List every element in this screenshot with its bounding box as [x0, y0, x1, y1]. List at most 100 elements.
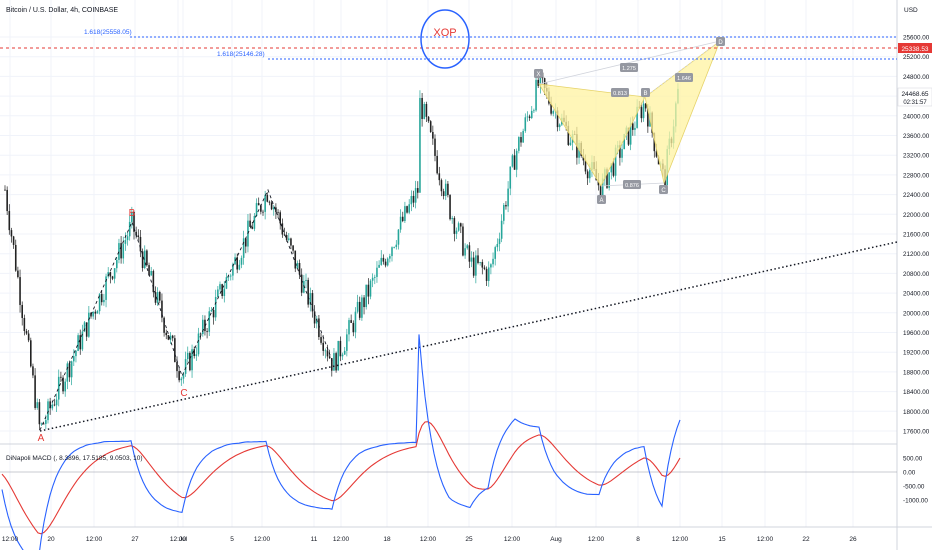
candle-body: [113, 268, 116, 279]
candle-body: [232, 264, 234, 276]
candle-body: [131, 211, 133, 222]
currency-label: USD: [904, 7, 918, 14]
time-tick-label: 18: [383, 536, 391, 543]
candle-body: [313, 311, 316, 324]
candle-body: [163, 317, 165, 333]
candle-body: [356, 301, 359, 312]
svg-text:1.275: 1.275: [622, 66, 636, 72]
candle-body: [296, 262, 299, 269]
price-axis[interactable]: USD 25600.0025200.0024800.0024400.002400…: [903, 7, 930, 436]
time-tick-label: 8: [636, 536, 640, 543]
candle-body: [116, 259, 118, 269]
time-tick-label: 12:00: [757, 536, 774, 543]
price-tick-label: 19600.00: [903, 330, 930, 337]
candle-body: [477, 255, 479, 263]
candle-body: [479, 262, 481, 263]
candle-body: [38, 402, 41, 425]
candle-body: [266, 195, 269, 202]
ratio-label-ac: 0.876: [623, 180, 641, 189]
price-tick-label: 23200.00: [903, 153, 930, 160]
candle-body: [326, 350, 329, 357]
candle-body: [210, 310, 213, 312]
candle-body: [442, 191, 445, 196]
candle-body: [264, 195, 266, 212]
candle-body: [522, 130, 524, 143]
candle-body: [92, 311, 94, 317]
candle-body: [12, 236, 15, 245]
candle-body: [55, 399, 58, 406]
candle-body: [120, 243, 122, 259]
pattern-triangle-bcd: [644, 39, 721, 185]
candle-body: [100, 293, 103, 303]
candle-body: [524, 117, 527, 131]
candle-body: [352, 322, 355, 333]
macd-line: [1, 334, 681, 550]
candle-body: [94, 311, 97, 314]
time-tick-label: 15: [718, 536, 726, 543]
time-tick-label: 12:00: [420, 536, 437, 543]
candle-body: [236, 257, 238, 270]
candle-body: [272, 207, 275, 210]
candle-body: [27, 333, 30, 341]
candle-body: [176, 362, 178, 372]
price-tick-label: 22000.00: [903, 212, 930, 219]
ratio-label-bd: 1.646: [675, 73, 693, 82]
macd-tick-label: 0.00: [903, 470, 916, 477]
candle-body: [53, 404, 56, 406]
candle-countdown: 02:31:57: [903, 100, 927, 106]
price-tick-label: 22400.00: [903, 192, 930, 199]
candle-body: [249, 220, 251, 227]
candle-body: [75, 350, 77, 357]
candle-body: [30, 340, 32, 367]
candle-body: [365, 284, 367, 308]
candle-body: [640, 107, 643, 119]
candle-body: [518, 137, 520, 151]
xop-label: XOP: [433, 27, 456, 39]
candle-body: [569, 142, 572, 145]
candle-body: [219, 284, 221, 290]
candle-body: [401, 216, 404, 222]
candle-body: [608, 172, 610, 188]
candle-body: [195, 354, 198, 357]
candle-body: [225, 277, 228, 289]
candle-body: [288, 238, 290, 240]
candle-body: [492, 258, 494, 265]
candle-body: [68, 363, 71, 378]
ratio-label-xd: 1.275: [620, 63, 638, 72]
candle-body: [64, 381, 66, 392]
xop-circle[interactable]: [420, 9, 470, 69]
candle-body: [629, 123, 632, 145]
price-tick-label: 20000.00: [903, 310, 930, 317]
candle-body: [98, 293, 101, 312]
abc-zigzag-dashed[interactable]: [39, 188, 334, 431]
candle-body: [212, 310, 215, 318]
candle-body: [369, 280, 372, 297]
candle-body: [528, 116, 531, 118]
price-tick-label: 25600.00: [903, 35, 930, 42]
candle-body: [322, 342, 324, 351]
candle-body: [150, 271, 152, 276]
candle-body: [268, 201, 271, 203]
harmonic-pattern[interactable]: [538, 39, 721, 187]
candle-body: [290, 238, 292, 246]
candle-body: [361, 297, 363, 318]
candle-body: [614, 147, 617, 176]
candle-body: [277, 211, 279, 213]
candle-body: [500, 220, 503, 239]
candle-body: [66, 363, 69, 382]
candle-body: [655, 151, 658, 157]
candle-body: [128, 221, 131, 237]
candle-body: [51, 404, 54, 409]
macd-axis: 500.00 0.00 -500.00 -1000.00: [903, 456, 928, 505]
price-tick-label: 24800.00: [903, 74, 930, 81]
candle-body: [305, 279, 307, 281]
candle-body: [374, 276, 376, 278]
candle-body: [285, 235, 288, 240]
candle-body: [292, 245, 294, 251]
time-tick-label: 12:00: [333, 536, 350, 543]
candle-body: [146, 250, 148, 266]
candle-body: [208, 311, 211, 332]
candle-body: [436, 155, 438, 174]
